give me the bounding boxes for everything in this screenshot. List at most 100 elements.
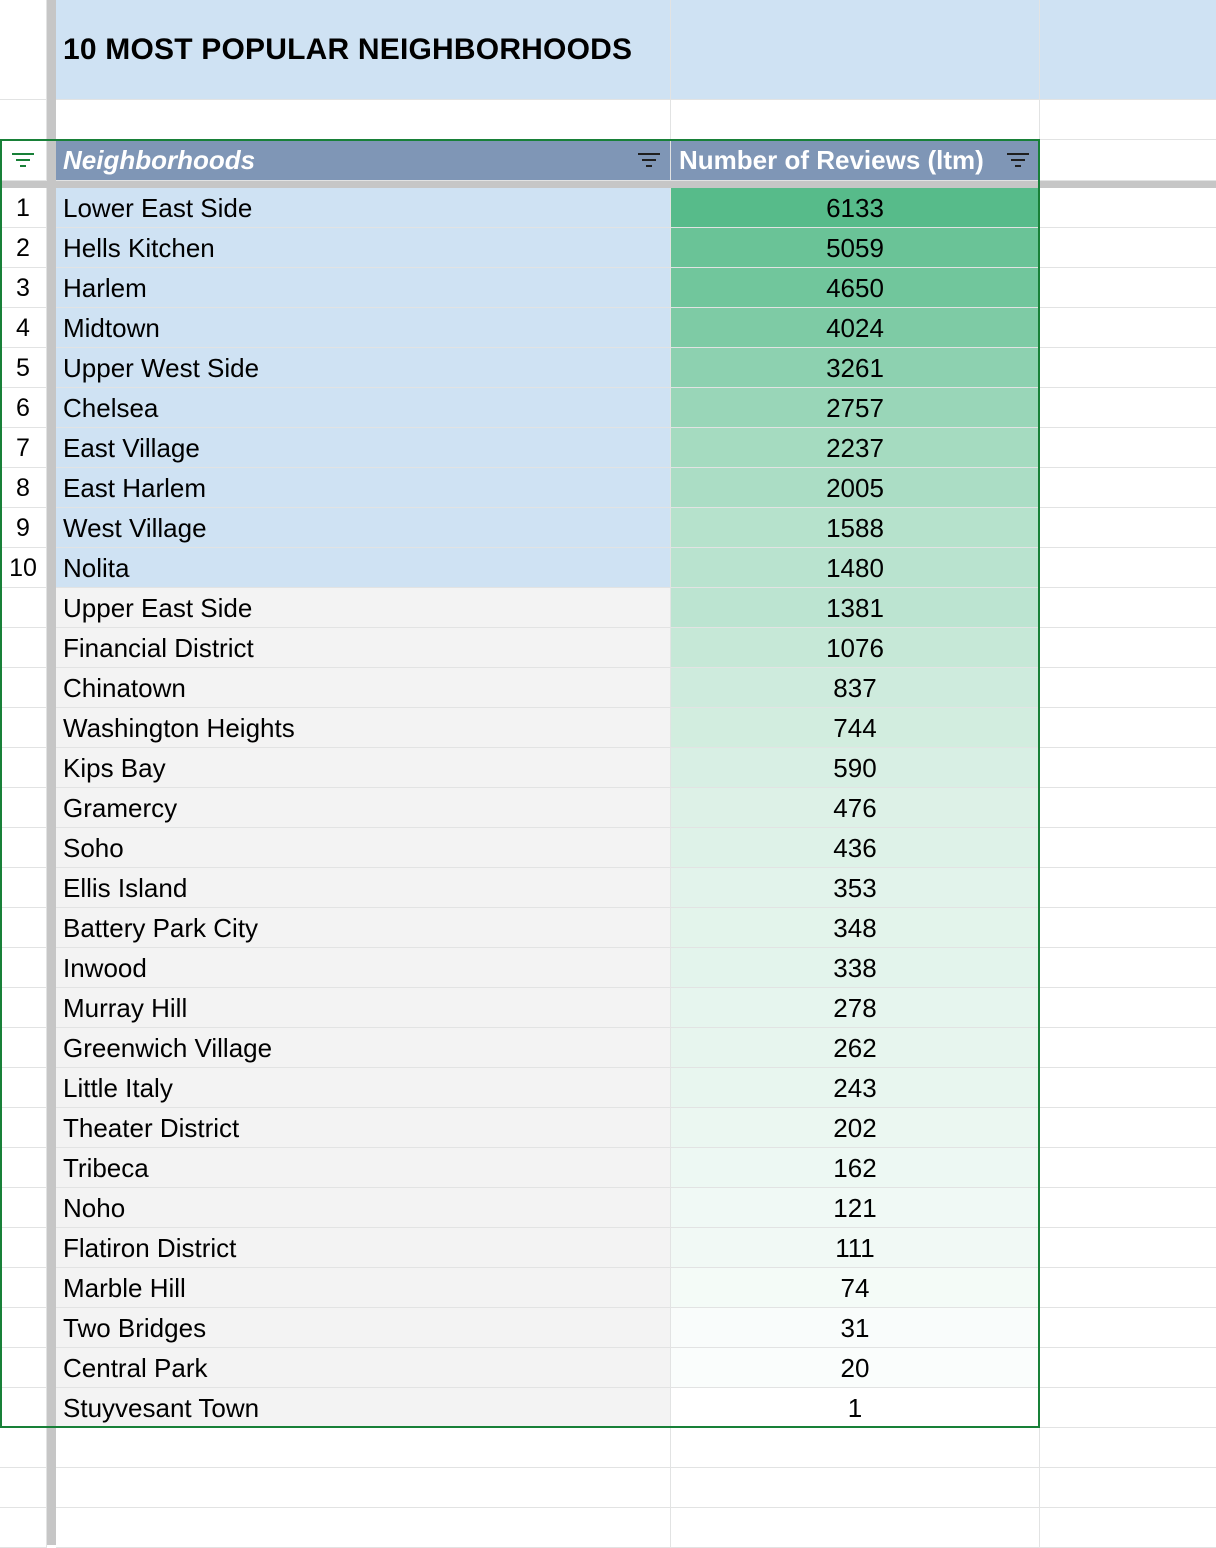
neighborhood-cell[interactable]: Washington Heights — [56, 708, 671, 748]
neighborhood-cell[interactable]: Gramercy — [56, 788, 671, 828]
neighborhood-cell[interactable]: West Village — [56, 508, 671, 548]
empty-cell[interactable] — [1040, 788, 1216, 828]
row-rank[interactable] — [0, 1388, 47, 1428]
frozen-column-divider[interactable] — [47, 0, 56, 1545]
empty-cell[interactable] — [1040, 548, 1216, 588]
neighborhood-cell[interactable]: Central Park — [56, 1348, 671, 1388]
reviews-cell[interactable]: 243 — [671, 1068, 1040, 1108]
row-header-filter-cell[interactable] — [0, 140, 47, 181]
neighborhood-cell[interactable]: Theater District — [56, 1108, 671, 1148]
row-rank[interactable] — [0, 948, 47, 988]
row-header-cell[interactable] — [0, 1468, 47, 1508]
reviews-cell[interactable]: 348 — [671, 908, 1040, 948]
filter-icon[interactable] — [1007, 153, 1029, 167]
row-rank[interactable] — [0, 1068, 47, 1108]
neighborhood-cell[interactable]: Little Italy — [56, 1068, 671, 1108]
reviews-cell[interactable]: 262 — [671, 1028, 1040, 1068]
neighborhood-cell[interactable]: Chinatown — [56, 668, 671, 708]
header-reviews[interactable]: Number of Reviews (ltm) — [671, 140, 1040, 181]
empty-cell[interactable] — [1040, 1268, 1216, 1308]
empty-cell[interactable] — [1040, 628, 1216, 668]
empty-cell[interactable] — [1040, 1068, 1216, 1108]
empty-cell[interactable] — [1040, 140, 1216, 181]
row-rank[interactable] — [0, 668, 47, 708]
reviews-cell[interactable]: 20 — [671, 1348, 1040, 1388]
title-cell-b[interactable] — [671, 0, 1040, 100]
row-rank[interactable] — [0, 1028, 47, 1068]
empty-cell[interactable] — [1040, 1388, 1216, 1428]
neighborhood-cell[interactable]: Battery Park City — [56, 908, 671, 948]
empty-cell[interactable] — [56, 1508, 671, 1548]
neighborhood-cell[interactable]: Murray Hill — [56, 988, 671, 1028]
reviews-cell[interactable]: 1076 — [671, 628, 1040, 668]
neighborhood-cell[interactable]: Financial District — [56, 628, 671, 668]
neighborhood-cell[interactable]: Tribeca — [56, 1148, 671, 1188]
reviews-cell[interactable]: 6133 — [671, 188, 1040, 228]
row-header-cell[interactable] — [0, 100, 47, 140]
reviews-cell[interactable]: 5059 — [671, 228, 1040, 268]
row-rank[interactable] — [0, 1348, 47, 1388]
empty-cell[interactable] — [1040, 1028, 1216, 1068]
row-rank[interactable]: 7 — [0, 428, 47, 468]
row-rank[interactable] — [0, 1228, 47, 1268]
empty-cell[interactable] — [1040, 988, 1216, 1028]
reviews-cell[interactable]: 202 — [671, 1108, 1040, 1148]
neighborhood-cell[interactable]: Lower East Side — [56, 188, 671, 228]
row-rank[interactable]: 6 — [0, 388, 47, 428]
row-rank[interactable] — [0, 788, 47, 828]
reviews-cell[interactable]: 1588 — [671, 508, 1040, 548]
neighborhood-cell[interactable]: Stuyvesant Town — [56, 1388, 671, 1428]
neighborhood-cell[interactable]: Harlem — [56, 268, 671, 308]
empty-cell[interactable] — [1040, 348, 1216, 388]
row-rank[interactable] — [0, 908, 47, 948]
reviews-cell[interactable]: 476 — [671, 788, 1040, 828]
filter-icon[interactable] — [12, 153, 34, 167]
neighborhood-cell[interactable]: Hells Kitchen — [56, 228, 671, 268]
neighborhood-cell[interactable]: Midtown — [56, 308, 671, 348]
reviews-cell[interactable]: 2005 — [671, 468, 1040, 508]
frozen-row-divider[interactable] — [0, 181, 1216, 188]
reviews-cell[interactable]: 4650 — [671, 268, 1040, 308]
empty-cell[interactable] — [671, 1428, 1040, 1468]
empty-cell[interactable] — [56, 1428, 671, 1468]
reviews-cell[interactable]: 436 — [671, 828, 1040, 868]
empty-cell[interactable] — [1040, 508, 1216, 548]
empty-cell[interactable] — [671, 100, 1040, 140]
row-header-cell[interactable] — [0, 0, 47, 100]
neighborhood-cell[interactable]: Kips Bay — [56, 748, 671, 788]
empty-cell[interactable] — [1040, 428, 1216, 468]
reviews-cell[interactable]: 1 — [671, 1388, 1040, 1428]
empty-cell[interactable] — [1040, 100, 1216, 140]
empty-cell[interactable] — [1040, 908, 1216, 948]
empty-cell[interactable] — [56, 100, 671, 140]
row-rank[interactable] — [0, 1188, 47, 1228]
neighborhood-cell[interactable]: Soho — [56, 828, 671, 868]
neighborhood-cell[interactable]: Ellis Island — [56, 868, 671, 908]
reviews-cell[interactable]: 744 — [671, 708, 1040, 748]
reviews-cell[interactable]: 3261 — [671, 348, 1040, 388]
row-rank[interactable] — [0, 1308, 47, 1348]
neighborhood-cell[interactable]: Inwood — [56, 948, 671, 988]
neighborhood-cell[interactable]: Nolita — [56, 548, 671, 588]
empty-cell[interactable] — [1040, 308, 1216, 348]
header-neighborhoods[interactable]: Neighborhoods — [56, 140, 671, 181]
reviews-cell[interactable]: 74 — [671, 1268, 1040, 1308]
empty-cell[interactable] — [1040, 948, 1216, 988]
empty-cell[interactable] — [1040, 468, 1216, 508]
neighborhood-cell[interactable]: Upper East Side — [56, 588, 671, 628]
empty-cell[interactable] — [1040, 1508, 1216, 1548]
neighborhood-cell[interactable]: Flatiron District — [56, 1228, 671, 1268]
reviews-cell[interactable]: 4024 — [671, 308, 1040, 348]
neighborhood-cell[interactable]: East Village — [56, 428, 671, 468]
reviews-cell[interactable]: 837 — [671, 668, 1040, 708]
row-header-cell[interactable] — [0, 1508, 47, 1548]
empty-cell[interactable] — [1040, 868, 1216, 908]
neighborhood-cell[interactable]: East Harlem — [56, 468, 671, 508]
row-rank[interactable] — [0, 628, 47, 668]
row-rank[interactable] — [0, 708, 47, 748]
reviews-cell[interactable]: 590 — [671, 748, 1040, 788]
row-rank[interactable] — [0, 868, 47, 908]
empty-cell[interactable] — [1040, 668, 1216, 708]
neighborhood-cell[interactable]: Two Bridges — [56, 1308, 671, 1348]
row-rank[interactable]: 8 — [0, 468, 47, 508]
